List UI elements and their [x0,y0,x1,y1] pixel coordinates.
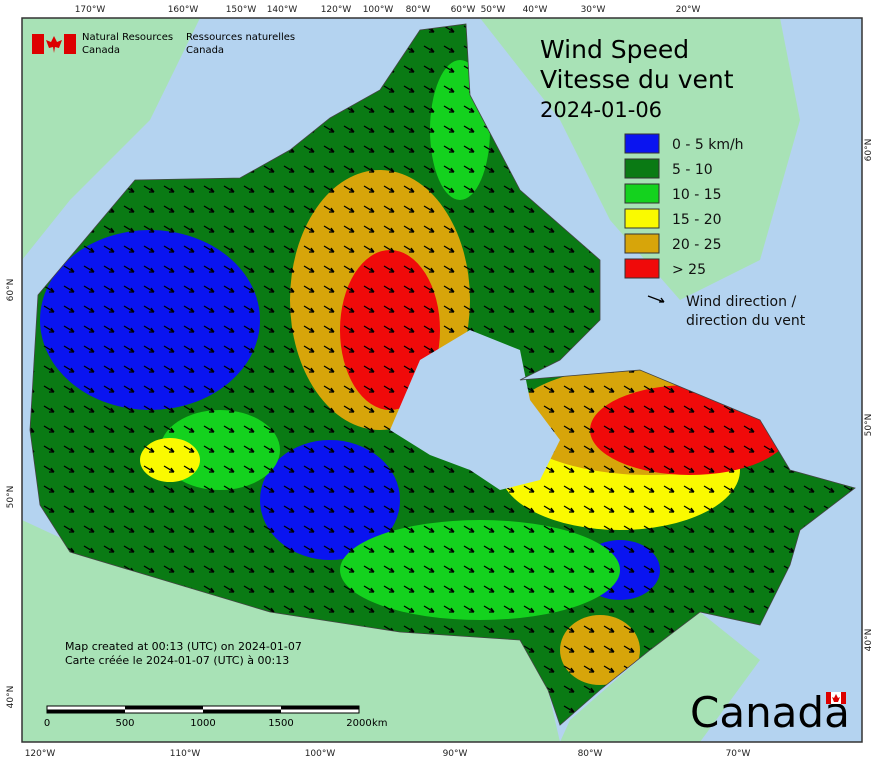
scale-label: 0 [44,718,50,729]
scale-bar [46,705,360,714]
legend-label: > 25 [672,262,706,278]
scale-label: 1000 [190,718,215,729]
legend-label: 15 - 20 [672,212,722,228]
scale-label: 1500 [268,718,293,729]
header-en: Natural Resources [82,32,173,43]
title: Vitesse du vent [540,65,734,94]
scale-label: 2000 [346,718,371,729]
scale-unit: km [372,718,388,729]
lat-label: 40°N [6,686,16,709]
title: Wind Speed [540,35,689,64]
lon-label: 170°W [75,5,106,15]
date: 2024-01-06 [540,98,662,122]
lon-label: 120°W [25,749,56,759]
legend-label: 0 - 5 km/h [672,137,744,153]
lon-label: 70°W [726,749,751,759]
lat-label: 40°N [864,629,874,652]
lat-label: 60°N [864,139,874,162]
frame [21,17,863,743]
lon-label: 120°W [321,5,352,15]
lon-label: 150°W [226,5,257,15]
legend-label: 20 - 25 [672,237,722,253]
lon-label: 40°W [523,5,548,15]
wordmark-flag [826,692,846,704]
footer-en: Map created at 00:13 (UTC) on 2024-01-07 [65,640,302,653]
land-usa [22,520,560,742]
legend-swatch [624,208,660,229]
header-fr: Canada [186,45,224,56]
lon-label: 50°W [481,5,506,15]
lon-label: 80°W [578,749,603,759]
scale-label: 500 [115,718,134,729]
lon-label: 80°W [406,5,431,15]
legend-swatch [624,258,660,279]
lon-label: 100°W [363,5,394,15]
lon-label: 20°W [676,5,701,15]
legend-direction: direction du vent [686,313,806,329]
lon-label: 100°W [305,749,336,759]
legend-label: 5 - 10 [672,162,713,178]
lat-label: 60°N [6,279,16,302]
header-fr: Ressources naturelles [186,32,295,43]
legend-swatch [624,233,660,254]
legend-swatch [624,183,660,204]
lon-label: 140°W [267,5,298,15]
legend-direction: Wind direction / [686,294,796,310]
lon-label: 110°W [170,749,201,759]
legend-label: 10 - 15 [672,187,722,203]
legend-swatch [624,158,660,179]
footer-fr: Carte créée le 2024-01-07 (UTC) à 00:13 [65,654,289,667]
legend-swatch [624,133,660,154]
lon-label: 60°W [451,5,476,15]
logo [32,34,76,54]
header-en: Canada [82,45,120,56]
lat-label: 50°N [6,486,16,509]
land-alaska [22,18,200,260]
lon-label: 90°W [443,749,468,759]
hudson-bay [390,330,560,490]
lon-label: 30°W [581,5,606,15]
lon-label: 160°W [168,5,199,15]
lat-label: 50°N [864,414,874,437]
land-usa-east [560,612,760,742]
wordmark: Canada [690,688,850,737]
